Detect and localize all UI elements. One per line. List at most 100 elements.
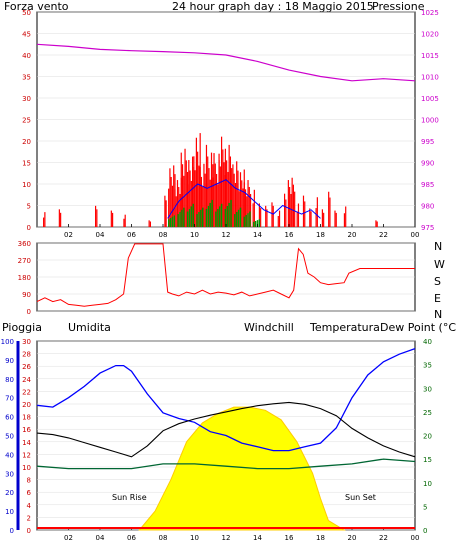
x-tick-label-p3: 06	[127, 534, 136, 542]
rain-tick-label: 6	[27, 489, 32, 497]
wind-tick-label: 40	[22, 52, 31, 60]
rain-tick-label: 14	[22, 439, 31, 447]
wind-tick-label: 45	[22, 31, 31, 39]
x-tick-label-p1: 18	[316, 231, 325, 239]
wind-tick-label: 5	[27, 203, 31, 211]
wind-tick-label: 15	[22, 160, 31, 168]
pressure-tick-label: 995	[421, 138, 434, 146]
rain-label: Pioggia	[2, 321, 42, 334]
compass-e: E	[434, 292, 441, 305]
rain-tick-label: 28	[22, 351, 31, 359]
wind-strength-label: Forza vento	[4, 0, 69, 13]
humidity-tick-label: 80	[5, 376, 14, 384]
temperature-tick-label: 30	[423, 385, 432, 393]
pressure-tick-label: 985	[421, 181, 434, 189]
rain-tick-label: 12	[22, 451, 31, 459]
sunrise-label: Sun Rise	[112, 493, 147, 502]
humidity-tick-label: 10	[5, 508, 14, 516]
chart-marks: 0510152025303540455097598098599099510001…	[1, 9, 439, 542]
humidity-tick-label: 60	[5, 414, 14, 422]
x-tick-label-p3: 14	[253, 534, 262, 542]
temperature-line	[36, 401, 416, 458]
dewpoint-line	[36, 458, 416, 470]
x-tick-label-p3: 18	[316, 534, 325, 542]
temperature-tick-label: 35	[423, 362, 432, 370]
humidity-line	[36, 347, 416, 452]
temperature-tick-label: 0	[423, 527, 427, 535]
pressure-tick-label: 1020	[421, 31, 439, 39]
pressure-tick-label: 1005	[421, 95, 439, 103]
gust-line	[167, 179, 321, 219]
rain-tick-label: 18	[22, 414, 31, 422]
wind-tick-label: 0	[27, 224, 31, 232]
compass-s: S	[434, 275, 441, 288]
rain-tick-label: 4	[27, 502, 32, 510]
compass-n-bottom: N	[434, 308, 442, 321]
chart-title: 24 hour graph day : 18 Maggio 2015	[172, 0, 374, 13]
x-tick-label-p3: 22	[379, 534, 388, 542]
pressure-tick-label: 980	[421, 203, 434, 211]
temperature-tick-label: 20	[423, 433, 432, 441]
humidity-label: Umidita	[68, 321, 111, 334]
direction-tick-label: 90	[22, 291, 31, 299]
x-tick-label-p1: 02	[64, 231, 73, 239]
wind-tick-label: 20	[22, 138, 31, 146]
humidity-tick-label: 50	[5, 433, 14, 441]
x-tick-label-p1: 14	[253, 231, 262, 239]
x-tick-label-p1: 00	[411, 231, 420, 239]
pressure-tick-label: 1015	[421, 52, 439, 60]
rain-tick-label: 16	[22, 426, 31, 434]
rain-tick-label: 26	[22, 363, 31, 371]
x-tick-label-p1: 10	[190, 231, 199, 239]
humidity-tick-label: 30	[5, 470, 14, 478]
humidity-tick-label: 20	[5, 489, 14, 497]
pressure-tick-label: 1025	[421, 9, 439, 17]
direction-tick-label: 180	[18, 274, 31, 282]
x-tick-label-p3: 04	[96, 534, 105, 542]
rain-tick-label: 10	[22, 464, 31, 472]
wind-tick-label: 10	[22, 181, 31, 189]
x-tick-label-p3: 00	[411, 534, 420, 542]
temperature-tick-label: 15	[423, 456, 432, 464]
x-tick-label-p1: 06	[127, 231, 136, 239]
compass-n-top: N	[434, 240, 442, 253]
humidity-tick-label: 90	[5, 357, 14, 365]
x-tick-label-p3: 02	[64, 534, 73, 542]
rain-tick-label: 8	[27, 477, 31, 485]
direction-tick-label: 0	[27, 308, 31, 316]
dewpoint-label: Dew Point (°C	[380, 321, 456, 334]
pressure-tick-label: 990	[421, 160, 434, 168]
x-tick-label-p1: 08	[159, 231, 168, 239]
windchill-label: Windchill	[244, 321, 294, 334]
x-tick-label-p3: 20	[348, 534, 357, 542]
humidity-tick-label: 100	[1, 338, 14, 346]
temperature-tick-label: 40	[423, 338, 432, 346]
rain-tick-label: 24	[22, 376, 31, 384]
temperature-tick-label: 10	[423, 480, 432, 488]
rain-tick-label: 22	[22, 388, 31, 396]
sunset-label: Sun Set	[345, 493, 376, 502]
x-tick-label-p3: 08	[159, 534, 168, 542]
temperature-tick-label: 5	[423, 503, 427, 511]
x-tick-label-p1: 16	[285, 231, 294, 239]
x-tick-label-p3: 16	[285, 534, 294, 542]
pressure-tick-label: 1000	[421, 117, 439, 125]
temperature-label: Temperatura	[309, 321, 380, 334]
wind-tick-label: 25	[22, 117, 31, 125]
pressure-line	[36, 43, 416, 82]
rain-tick-label: 20	[22, 401, 31, 409]
x-tick-label-p1: 20	[348, 231, 357, 239]
x-tick-label-p1: 04	[96, 231, 105, 239]
pressure-tick-label: 975	[421, 224, 434, 232]
x-tick-label-p3: 12	[222, 534, 231, 542]
wind-tick-label: 50	[22, 9, 31, 17]
x-tick-label-p1: 22	[379, 231, 388, 239]
humidity-tick-label: 70	[5, 395, 14, 403]
compass-w: W	[434, 258, 445, 271]
rain-tick-label: 0	[27, 527, 31, 535]
wind-tick-label: 35	[22, 74, 31, 82]
rain-tick-label: 30	[22, 338, 31, 346]
temperature-tick-label: 25	[423, 409, 432, 417]
